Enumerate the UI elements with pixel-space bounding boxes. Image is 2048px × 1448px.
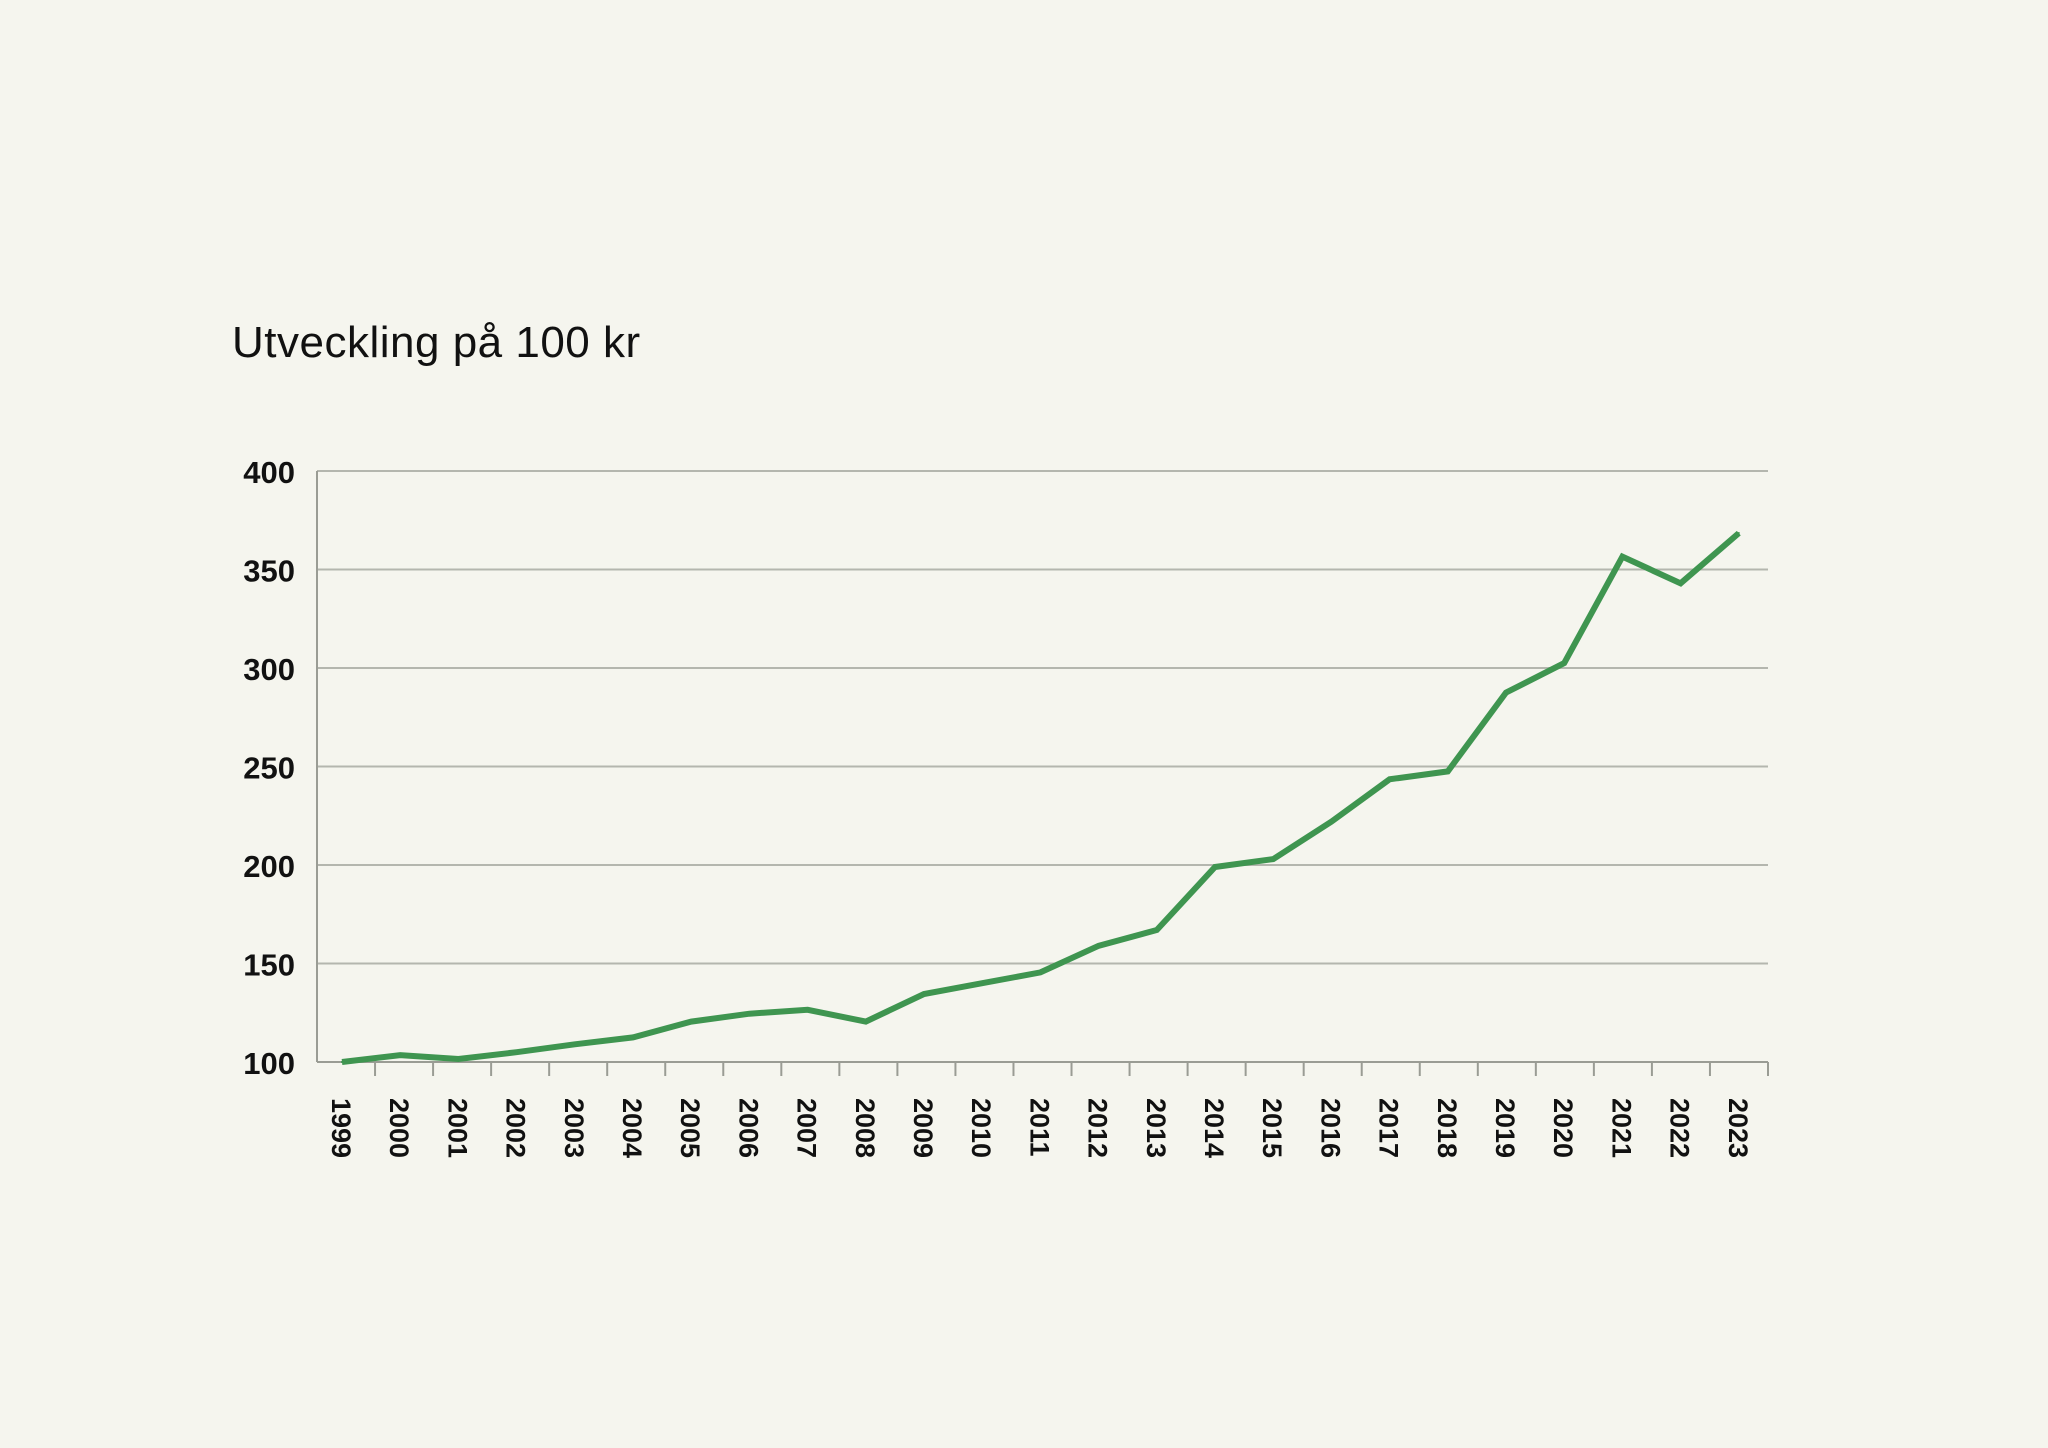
x-tick-label-2000: 2000	[384, 1098, 414, 1158]
x-tick-label-2011: 2011	[1024, 1098, 1054, 1157]
data-point-1999	[341, 1061, 343, 1063]
data-point-2018	[1446, 770, 1449, 773]
x-tick-label-2001: 2001	[442, 1098, 472, 1158]
data-point-2013	[1155, 929, 1158, 932]
data-point-2020	[1563, 662, 1566, 665]
data-point-2008	[864, 1020, 867, 1023]
y-tick-label-150: 150	[243, 948, 295, 983]
y-tick-label-350: 350	[243, 554, 295, 589]
x-tick-label-2006: 2006	[733, 1098, 763, 1158]
data-point-2003	[573, 1043, 576, 1046]
x-tick-label-2017: 2017	[1374, 1098, 1404, 1158]
y-tick-label-250: 250	[243, 751, 295, 786]
x-tick-label-2014: 2014	[1199, 1098, 1229, 1158]
x-tick-label-2012: 2012	[1083, 1098, 1113, 1158]
x-tick-label-2004: 2004	[617, 1098, 647, 1158]
series-layer	[341, 530, 1741, 1065]
x-tick-label-2009: 2009	[908, 1098, 938, 1158]
x-tick-label-2010: 2010	[966, 1098, 996, 1158]
x-tick-label-2015: 2015	[1257, 1098, 1287, 1158]
y-tick-label-200: 200	[243, 849, 295, 884]
data-point-2010	[981, 982, 984, 985]
gridlines	[317, 470, 1768, 965]
x-tick-label-2023: 2023	[1723, 1098, 1753, 1158]
data-point-2015	[1272, 858, 1275, 861]
data-point-2014	[1214, 865, 1216, 868]
x-axis-ticks: 1999 2000 2001 2002 2003 2004 2005 2006 2007 2008…	[326, 1098, 1753, 1158]
x-tick-label-2019: 2019	[1490, 1098, 1520, 1158]
data-point-2023	[1737, 532, 1740, 535]
y-tick-label-100: 100	[243, 1046, 295, 1081]
x-tick-label-2020: 2020	[1548, 1098, 1578, 1158]
data-point-2009	[923, 993, 925, 996]
data-point-2002	[515, 1051, 518, 1054]
x-tick-label-2016: 2016	[1315, 1098, 1345, 1158]
x-tick-label-2018: 2018	[1432, 1098, 1462, 1158]
y-tick-label-300: 300	[243, 652, 295, 687]
data-point-2005	[690, 1020, 693, 1023]
x-tick-label-2021: 2021	[1606, 1098, 1636, 1158]
x-tick-label-2008: 2008	[850, 1098, 880, 1158]
x-tick-label-2013: 2013	[1141, 1098, 1171, 1158]
x-tick-label-1999: 1999	[326, 1098, 356, 1158]
data-point-2001	[457, 1058, 460, 1061]
data-point-2017	[1388, 778, 1391, 781]
y-axis-ticks: 100 150 200 250 300 350 400	[243, 455, 295, 1081]
data-point-2012	[1097, 944, 1100, 947]
data-point-2016	[1330, 820, 1333, 823]
data-point-2021	[1621, 555, 1624, 558]
data-point-2011	[1039, 971, 1042, 974]
x-tick-label-2003: 2003	[559, 1098, 589, 1158]
x-tick-label-2007: 2007	[792, 1098, 822, 1158]
x-tick-label-2002: 2002	[501, 1098, 531, 1158]
data-point-2006	[748, 1012, 751, 1015]
data-point-2007	[806, 1008, 809, 1011]
data-point-2022	[1679, 582, 1682, 585]
data-point-2004	[632, 1036, 634, 1039]
x-tick-label-2005: 2005	[675, 1098, 705, 1158]
y-tick-label-400: 400	[243, 455, 295, 490]
series-line-0	[341, 530, 1741, 1065]
data-point-2019	[1505, 691, 1507, 694]
axes	[316, 471, 1769, 1076]
x-tick-label-2022: 2022	[1665, 1098, 1695, 1158]
data-point-2000	[399, 1054, 402, 1057]
chart-title: Utveckling på 100 kr	[232, 318, 641, 367]
